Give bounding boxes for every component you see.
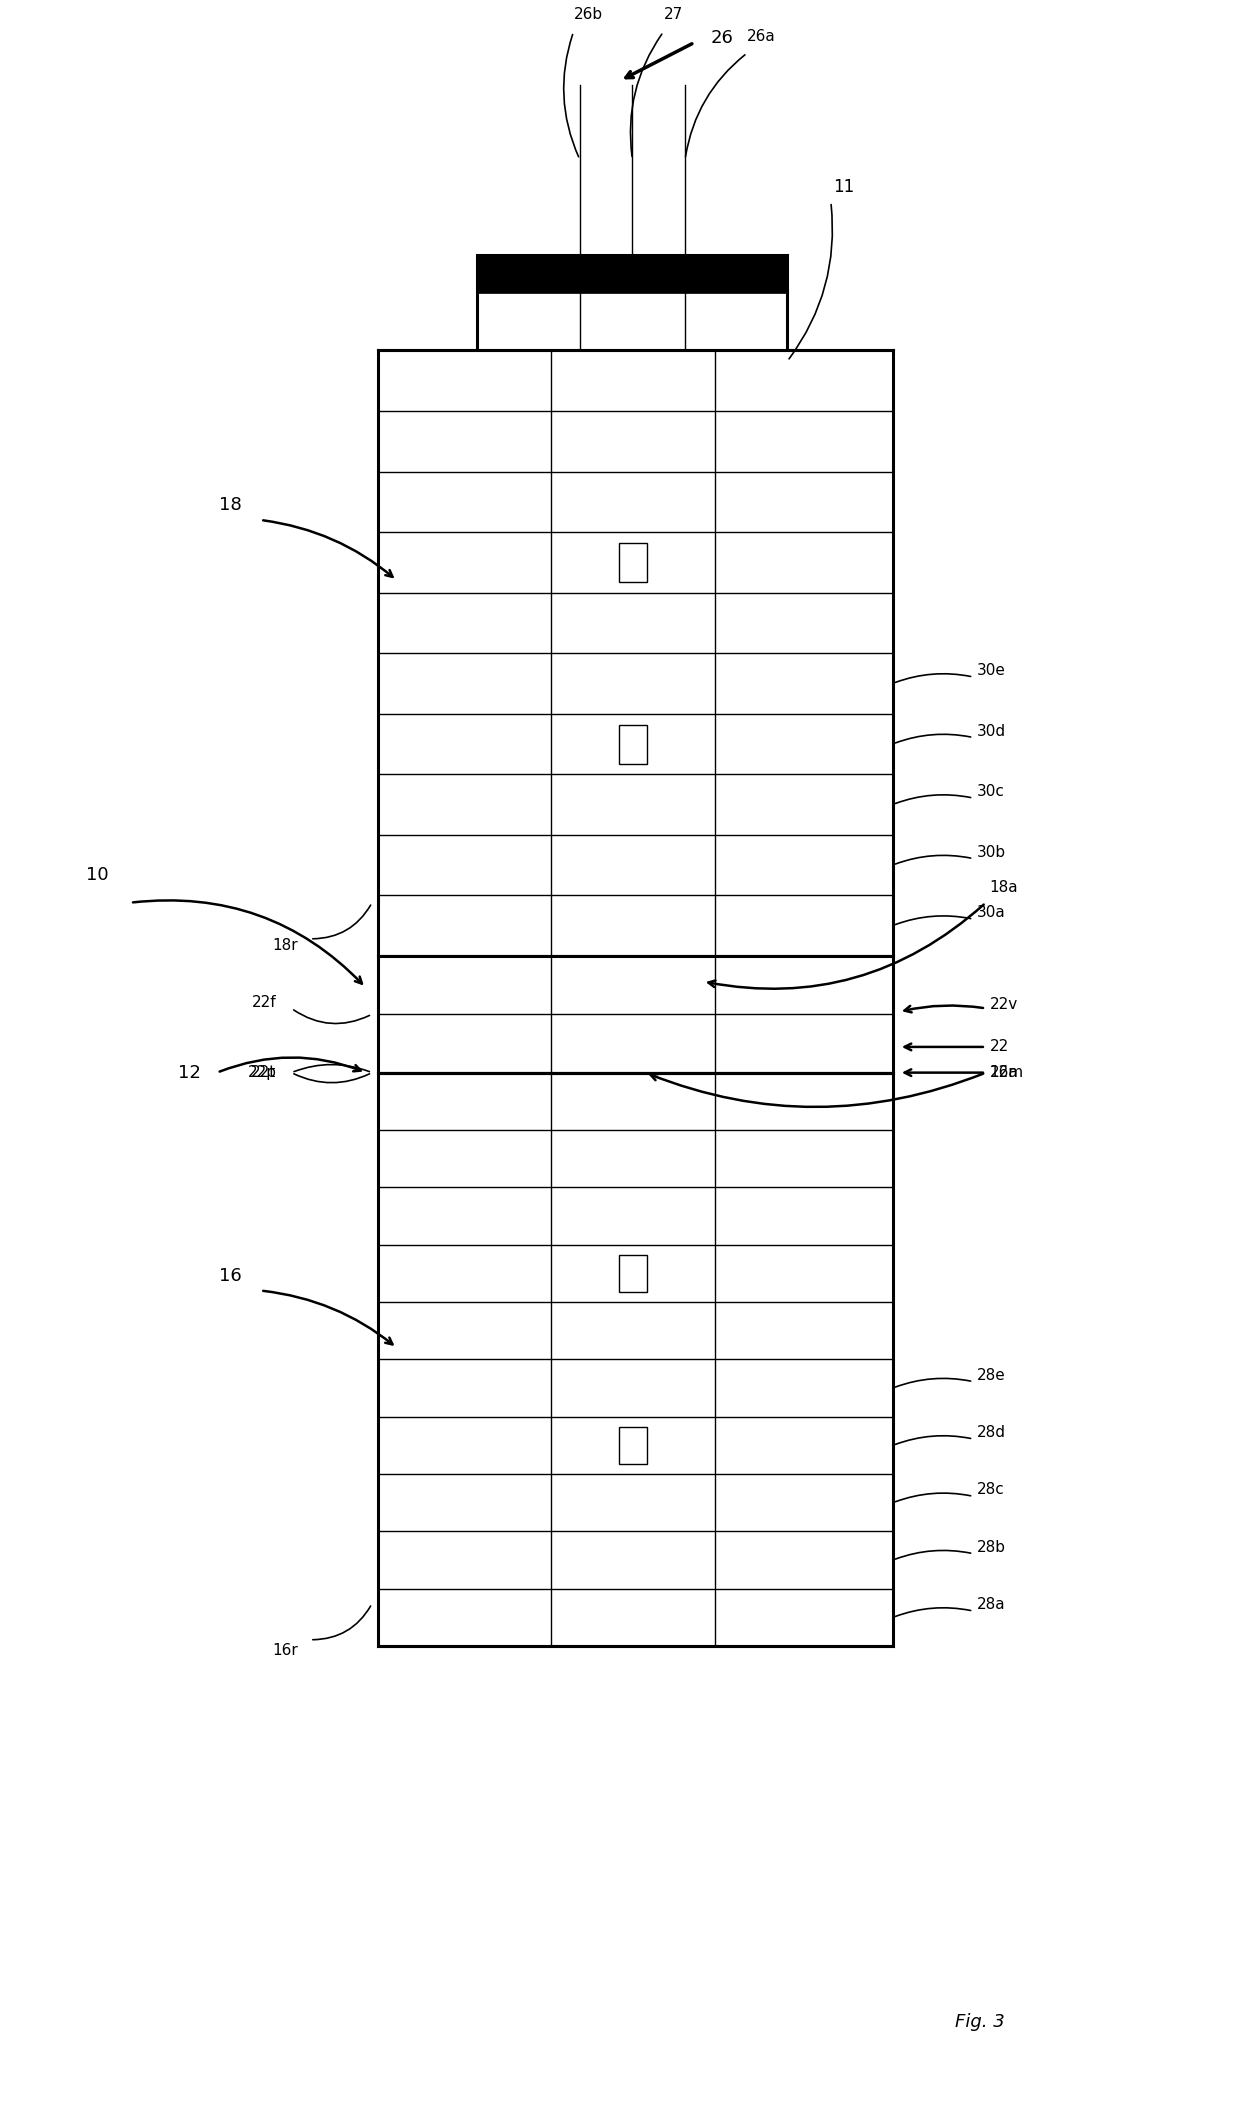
Text: 30d: 30d [977, 724, 1006, 739]
Text: 26b: 26b [573, 6, 603, 23]
Text: 18: 18 [219, 495, 242, 514]
Text: 26a: 26a [746, 28, 776, 45]
Text: 16r: 16r [272, 1642, 298, 1659]
Bar [619, 1427, 646, 1463]
Text: 30c: 30c [977, 784, 1004, 799]
Bar [378, 956, 893, 1073]
Text: 22m: 22m [990, 1064, 1024, 1081]
Bar [619, 544, 646, 582]
Text: 12: 12 [179, 1064, 201, 1081]
Text: 22v: 22v [990, 998, 1018, 1013]
Bar [378, 1073, 893, 1646]
Text: 10: 10 [87, 867, 109, 884]
Text: 28b: 28b [977, 1540, 1006, 1555]
Bar [619, 1255, 646, 1291]
Text: 30a: 30a [977, 905, 1006, 920]
Text: 22p: 22p [248, 1064, 277, 1081]
Text: 18a: 18a [990, 879, 1018, 896]
Text: 11: 11 [833, 178, 854, 195]
Text: 16: 16 [219, 1268, 242, 1285]
Bar [378, 350, 893, 956]
Text: 22t: 22t [252, 1064, 277, 1081]
Text: 28d: 28d [977, 1425, 1006, 1440]
Bar [477, 255, 787, 293]
Text: 26: 26 [711, 30, 733, 47]
Text: 30e: 30e [977, 663, 1006, 678]
Text: 28c: 28c [977, 1483, 1004, 1497]
Text: 28a: 28a [977, 1597, 1006, 1612]
Text: Fig. 3: Fig. 3 [955, 2014, 1004, 2031]
Text: 22: 22 [990, 1039, 1009, 1054]
Bar [477, 255, 787, 1200]
Text: 28e: 28e [977, 1368, 1006, 1383]
Text: 16a: 16a [990, 1064, 1018, 1081]
Text: 30b: 30b [977, 845, 1006, 860]
Text: 22f: 22f [252, 994, 277, 1011]
Text: 27: 27 [663, 6, 683, 23]
Bar [619, 724, 646, 765]
Text: 18r: 18r [272, 937, 298, 954]
